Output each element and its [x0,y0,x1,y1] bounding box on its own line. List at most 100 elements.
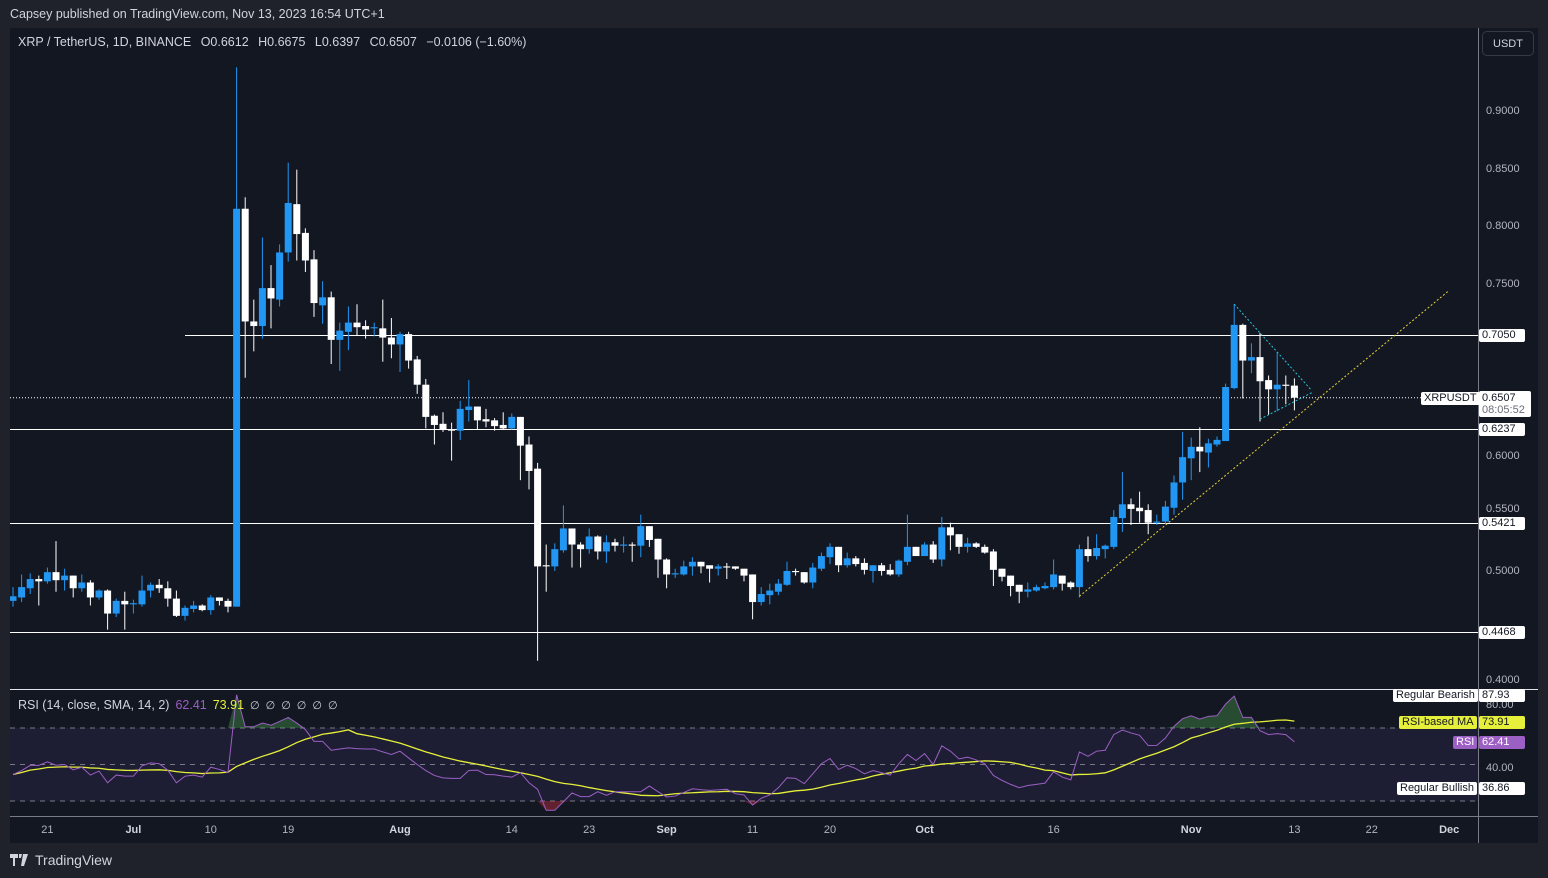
candle[interactable] [551,543,559,571]
candle[interactable] [878,562,886,576]
candle[interactable] [955,534,963,554]
candle[interactable] [215,597,223,606]
candle[interactable] [1196,427,1204,473]
candle[interactable] [61,568,69,591]
candle[interactable] [654,538,662,578]
candle[interactable] [405,331,413,369]
candle[interactable] [121,591,129,630]
candle[interactable] [620,536,628,553]
candle[interactable] [1256,332,1264,422]
candle[interactable] [585,528,593,554]
candle[interactable] [611,538,619,552]
candle[interactable] [1265,375,1273,415]
candle[interactable] [602,535,610,563]
candle[interactable] [86,580,94,606]
candle[interactable] [1153,514,1161,525]
candle[interactable] [671,568,679,578]
candle[interactable] [525,436,533,490]
candle[interactable] [1170,475,1178,515]
candle[interactable] [1204,438,1212,468]
candle[interactable] [129,599,137,614]
candle[interactable] [1093,534,1101,560]
candle[interactable] [723,562,731,580]
candle[interactable] [1032,584,1040,592]
candle[interactable] [929,541,937,563]
candle[interactable] [465,380,473,422]
candle[interactable] [972,542,980,548]
candle[interactable] [1118,472,1126,532]
candle[interactable] [370,322,378,337]
candle[interactable] [516,416,524,481]
candle[interactable] [1007,575,1015,597]
candle[interactable] [387,318,395,359]
candle[interactable] [1041,582,1049,590]
candle[interactable] [921,542,929,557]
candle[interactable] [1058,575,1066,591]
candle[interactable] [663,558,671,589]
candle[interactable] [843,552,851,568]
candle[interactable] [912,546,920,557]
candle[interactable] [697,561,705,574]
candle[interactable] [1136,491,1144,523]
candle[interactable] [594,535,602,560]
candle[interactable] [1161,500,1169,524]
candle[interactable] [542,544,550,592]
rsi-pane[interactable] [10,694,1478,811]
candle[interactable] [362,320,370,339]
candle[interactable] [207,595,215,615]
tradingview-logo[interactable]: TradingView [10,852,112,868]
symbol-title[interactable]: XRP / TetherUS, 1D, BINANCE [18,35,192,49]
candle[interactable] [336,322,344,371]
candle[interactable] [327,291,335,364]
candle[interactable] [1127,498,1135,525]
candle[interactable] [998,568,1006,582]
candle[interactable] [258,237,266,339]
candle[interactable] [628,542,636,562]
candle[interactable] [69,575,77,598]
candle[interactable] [172,590,180,617]
candle[interactable] [491,418,499,431]
candle[interactable] [396,331,404,373]
candle[interactable] [809,562,817,589]
candle[interactable] [1075,544,1083,598]
candle[interactable] [52,541,60,592]
triangle-lower-line[interactable] [1259,392,1312,420]
triangle-upper-line[interactable] [1233,303,1312,391]
candle[interactable] [26,573,34,594]
candle[interactable] [301,228,309,272]
candle[interactable] [95,589,103,600]
candle[interactable] [344,306,352,351]
candle[interactable] [534,462,542,661]
candle[interactable] [267,265,275,329]
candle[interactable] [1024,582,1032,598]
candle[interactable] [1050,559,1058,590]
candle[interactable] [18,574,26,603]
candle[interactable] [448,422,456,461]
candle[interactable] [559,505,567,553]
candle[interactable] [233,67,241,607]
price-pane[interactable] [10,67,1479,661]
candle[interactable] [1230,304,1238,390]
candle[interactable] [783,561,791,586]
candle[interactable] [1179,431,1187,500]
candle[interactable] [749,574,757,620]
candle[interactable] [198,604,206,612]
candle[interactable] [706,565,714,583]
candle[interactable] [104,589,112,630]
candle[interactable] [164,581,172,607]
candle[interactable] [482,408,490,428]
candle[interactable] [1067,581,1075,590]
candle[interactable] [413,355,421,394]
candle[interactable] [757,587,765,606]
candle[interactable] [224,598,232,613]
rsi-title[interactable]: RSI (14, close, SMA, 14, 2) [18,698,170,712]
candle[interactable] [852,556,860,567]
candle[interactable] [1290,378,1298,411]
candle[interactable] [826,543,834,565]
candle[interactable] [379,299,387,362]
candle[interactable] [637,514,645,558]
candle[interactable] [1273,352,1281,412]
candle[interactable] [886,564,894,576]
candle[interactable] [731,566,739,570]
